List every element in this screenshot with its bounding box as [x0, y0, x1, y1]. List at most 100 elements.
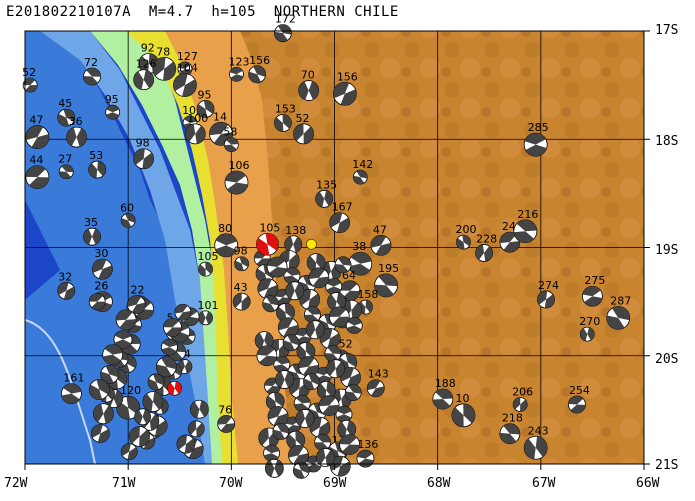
event-depth-label: 43 [234, 281, 248, 294]
focal-mechanism-285: 285 [523, 121, 549, 157]
focal-mechanism-120: 120 [116, 384, 141, 420]
focal-mechanism-53: 53 [88, 149, 107, 179]
event-depth-label: 106 [228, 159, 249, 172]
lon-label-69w: 69W [323, 476, 347, 491]
focal-mechanism [88, 379, 110, 400]
event-depth-label: 38 [352, 240, 366, 253]
focal-mechanism [254, 331, 274, 350]
event-depth-label: 153 [275, 103, 296, 116]
highlight-depth-label: 105 [259, 221, 280, 234]
focal-mechanism [305, 320, 325, 340]
event-depth-label: 228 [476, 232, 497, 245]
focal-mechanism-36: 36 [66, 115, 87, 148]
focal-mechanism-44: 44 [25, 154, 50, 190]
lat-label-18s: 18S [655, 134, 679, 149]
focal-mechanism-270: 270 [579, 315, 600, 342]
focal-mechanism-98: 98 [234, 245, 250, 272]
focal-mechanism-80: 80 [214, 222, 239, 258]
focal-mechanism-195: 195 [374, 262, 399, 298]
focal-mechanism [340, 366, 361, 388]
focal-mechanism-156: 156 [248, 54, 270, 84]
focal-mechanism-123: 123 [228, 55, 249, 82]
focal-mechanism [288, 444, 309, 466]
event-depth-label: 80 [218, 222, 232, 235]
event-depth-label: 92 [141, 41, 155, 54]
focal-mechanism-45: 45 [57, 97, 76, 127]
focal-mechanism-101: 101 [198, 299, 219, 326]
focal-mechanism-287: 287 [606, 294, 631, 330]
focal-mechanism-153: 153 [274, 103, 296, 132]
lat-label-20s: 20S [655, 352, 679, 367]
axis-ticks [24, 30, 650, 470]
focal-mechanism [337, 419, 357, 439]
focal-mechanism [88, 293, 106, 311]
event-depth-label: 22 [130, 284, 144, 297]
event-depth-label: 27 [58, 153, 72, 166]
event-depth-label: 270 [579, 315, 600, 328]
yellow-marker [306, 239, 317, 250]
focal-mechanism-127: 127 [177, 50, 198, 77]
focal-mechanism [163, 317, 182, 337]
focal-mechanism-47: 47 [370, 223, 392, 256]
focal-mechanism [298, 356, 320, 377]
event-depth-label: 143 [368, 368, 389, 381]
focal-mechanism-95: 95 [105, 93, 121, 120]
event-depth-label: 138 [285, 224, 306, 237]
focal-mechanism-106: 106 [224, 159, 249, 195]
focal-mechanism [102, 344, 124, 366]
focal-mechanism [142, 391, 164, 413]
event-depth-label: 52 [296, 112, 310, 125]
event-depth-label: 136 [357, 438, 378, 451]
event-depth-label: 195 [378, 262, 399, 275]
focal-mechanism [187, 420, 205, 438]
focal-mechanism [293, 394, 311, 412]
lat-label-17s: 17S [655, 23, 679, 38]
focal-mechanism-274: 274 [537, 279, 559, 309]
focal-mechanism-218: 218 [499, 412, 523, 445]
event-depth-label: 254 [569, 384, 590, 397]
lat-label-19s: 19S [655, 243, 679, 258]
focal-mechanism [115, 309, 137, 331]
focal-mechanism-254: 254 [568, 384, 590, 414]
focal-mechanism [306, 253, 326, 273]
focal-mechanism [285, 281, 305, 301]
event-depth-label: 285 [528, 121, 549, 134]
focal-mechanism-156: 156 [332, 70, 358, 106]
focal-mechanism-10: 10 [451, 392, 476, 428]
focal-mechanism-95: 95 [196, 88, 215, 118]
event-depth-label: 287 [610, 294, 631, 307]
focal-mechanism-98: 98 [133, 137, 155, 170]
focal-mechanism-58: 58 [223, 126, 239, 153]
event-depth-label: 47 [29, 114, 43, 127]
focal-mechanism-60: 60 [120, 201, 136, 228]
event-depth-label: 72 [84, 56, 98, 69]
event-depth-label: 98 [234, 245, 248, 258]
focal-mechanism [174, 303, 192, 321]
event-depth-label: 98 [136, 137, 150, 150]
event-depth-label: 135 [316, 178, 337, 191]
event-depth-label: 101 [198, 299, 219, 312]
highlight-event: 105 [167, 221, 317, 396]
focal-mechanism-78: 78 [152, 45, 177, 81]
focal-mechanism-30: 30 [91, 247, 113, 280]
focal-mechanism [275, 370, 294, 389]
focal-mechanism [277, 317, 299, 339]
focal-mechanism [93, 403, 114, 425]
focal-mechanism [257, 278, 279, 300]
lon-label-72w: 72W [4, 476, 28, 491]
focal-mechanism [129, 426, 150, 447]
event-depth-label: 76 [218, 403, 232, 416]
focal-mechanism-243: 243 [523, 424, 549, 460]
event-depth-label: 78 [156, 45, 170, 58]
focal-mechanism-32: 32 [57, 270, 76, 300]
event-depth-label: 52 [22, 66, 36, 79]
focal-mechanism-216: 216 [513, 208, 538, 244]
focal-mechanism [272, 423, 290, 440]
focal-mechanism-275: 275 [582, 274, 605, 307]
focal-mechanism-64: 64 [339, 269, 361, 302]
focal-mechanism-126: 126 [133, 58, 157, 91]
event-depth-label: 44 [29, 154, 43, 167]
focal-mechanism [316, 380, 336, 400]
event-depth-label: 32 [58, 270, 72, 283]
